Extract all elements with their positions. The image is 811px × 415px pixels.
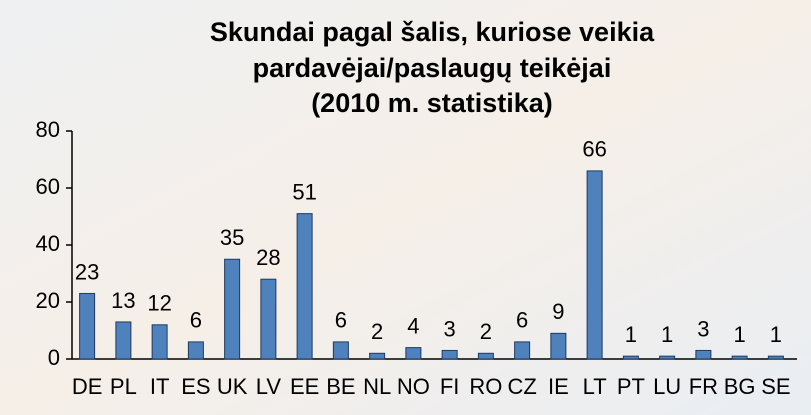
y-tick-label: 20 <box>36 288 60 313</box>
bar <box>332 341 349 360</box>
x-tick-label: FR <box>689 374 718 399</box>
x-tick-label: IE <box>548 374 569 399</box>
data-label: 1 <box>770 322 782 347</box>
bar <box>731 355 748 360</box>
y-tick-label: 60 <box>36 174 60 199</box>
data-label: 2 <box>371 319 383 344</box>
x-tick-label: LT <box>583 374 607 399</box>
data-label: 51 <box>292 179 316 204</box>
bar <box>369 352 386 360</box>
data-label: 23 <box>75 259 99 284</box>
data-label: 28 <box>256 245 280 270</box>
data-label: 1 <box>734 322 746 347</box>
bar <box>659 355 676 360</box>
bar <box>296 213 313 360</box>
data-label: 3 <box>444 316 456 341</box>
data-label: 35 <box>220 225 244 250</box>
bar <box>767 355 784 360</box>
x-tick-label: FI <box>440 374 460 399</box>
data-label: 9 <box>552 299 564 324</box>
y-tick-label: 40 <box>36 231 60 256</box>
data-label: 13 <box>111 288 135 313</box>
chart-title: Skundai pagal šalis, kuriose veikia <box>210 17 655 47</box>
x-tick-label: LU <box>653 374 681 399</box>
x-tick-label: PL <box>110 374 137 399</box>
x-tick-label: NL <box>363 374 391 399</box>
x-tick-label: UK <box>217 374 248 399</box>
bar <box>477 352 494 360</box>
bar <box>224 258 241 360</box>
data-label: 12 <box>147 291 171 316</box>
chart-title: pardavėjai/paslaugų teikėjai <box>253 53 612 83</box>
x-tick-label: NO <box>397 374 430 399</box>
x-tick-label: RO <box>469 374 502 399</box>
data-label: 2 <box>480 319 492 344</box>
x-tick-label: EE <box>290 374 319 399</box>
data-label: 6 <box>335 308 347 333</box>
bar <box>187 341 204 360</box>
data-label: 6 <box>190 308 202 333</box>
bar <box>622 355 639 360</box>
data-label: 4 <box>407 313 419 338</box>
x-tick-label: ES <box>181 374 210 399</box>
x-tick-label: BG <box>724 374 756 399</box>
x-tick-label: SE <box>761 374 790 399</box>
bar <box>550 332 567 360</box>
bar <box>695 349 712 360</box>
bar <box>514 341 531 360</box>
data-label: 1 <box>625 322 637 347</box>
data-label: 66 <box>582 137 606 162</box>
bar <box>115 321 132 360</box>
bar <box>405 347 422 360</box>
data-label: 6 <box>516 308 528 333</box>
bar <box>260 278 277 360</box>
chart-title: (2010 m. statistika) <box>311 88 553 118</box>
x-tick-label: LV <box>256 374 282 399</box>
bar <box>151 324 168 360</box>
bar <box>586 170 603 360</box>
y-tick-label: 80 <box>36 117 60 142</box>
bar <box>79 292 96 360</box>
x-tick-label: DE <box>72 374 103 399</box>
x-tick-label: PT <box>617 374 645 399</box>
x-tick-label: BE <box>326 374 355 399</box>
y-tick-label: 0 <box>48 345 60 370</box>
bar <box>441 349 458 360</box>
x-tick-label: IT <box>150 374 170 399</box>
x-tick-label: CZ <box>507 374 536 399</box>
data-label: 3 <box>697 316 709 341</box>
data-label: 1 <box>661 322 673 347</box>
